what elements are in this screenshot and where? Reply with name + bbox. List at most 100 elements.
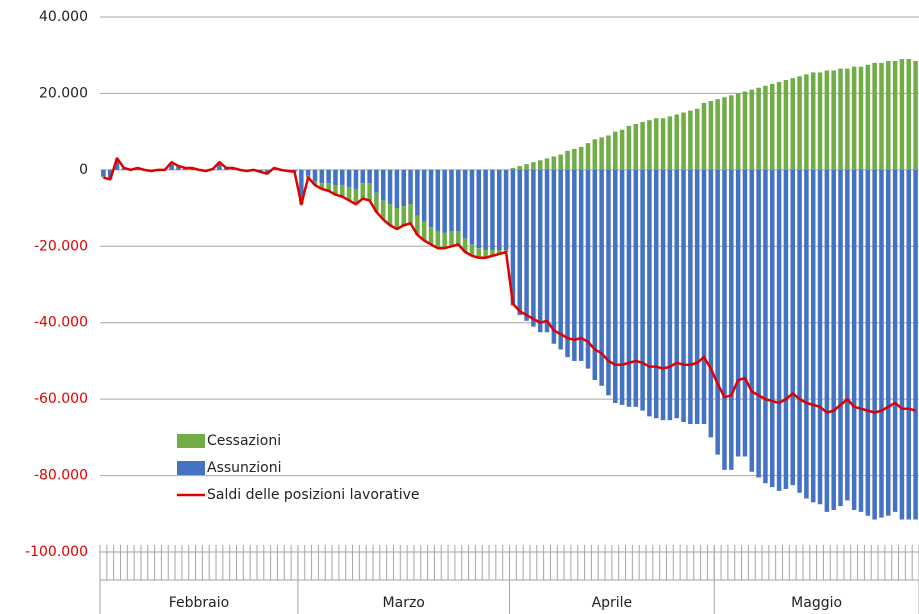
bar xyxy=(524,169,529,321)
bar xyxy=(626,169,632,407)
bar xyxy=(804,74,809,170)
bar xyxy=(715,169,720,455)
bar xyxy=(353,169,359,189)
bar xyxy=(305,169,311,176)
bar xyxy=(497,169,502,251)
bar xyxy=(653,118,659,170)
bar xyxy=(333,185,338,195)
bar xyxy=(360,183,366,199)
bar xyxy=(906,169,912,520)
bar xyxy=(865,169,871,516)
bar xyxy=(401,206,406,226)
bar xyxy=(735,169,741,457)
bar xyxy=(442,232,447,249)
bar xyxy=(462,238,468,253)
bar xyxy=(619,169,625,405)
bar xyxy=(346,187,352,201)
bar xyxy=(374,169,379,193)
bar xyxy=(537,169,543,333)
bar xyxy=(715,99,720,170)
bar xyxy=(469,169,475,245)
bar xyxy=(578,169,584,361)
bar xyxy=(107,169,113,179)
legend-swatch xyxy=(177,461,205,475)
bar xyxy=(517,166,522,170)
bar xyxy=(688,110,693,170)
bar xyxy=(845,169,850,501)
bar xyxy=(264,169,270,173)
bar xyxy=(831,169,836,510)
bar xyxy=(681,112,686,170)
bar xyxy=(510,169,516,306)
bar xyxy=(851,169,857,510)
bar xyxy=(319,183,325,189)
bar xyxy=(428,227,434,245)
bar xyxy=(360,169,366,184)
bar xyxy=(810,72,816,170)
bar xyxy=(544,169,550,333)
bar xyxy=(531,162,536,170)
bar xyxy=(408,169,413,205)
bar xyxy=(694,169,700,424)
x-group-label: Marzo xyxy=(383,595,425,611)
bar xyxy=(312,181,318,186)
bar xyxy=(694,108,700,170)
bar xyxy=(510,167,516,170)
bar xyxy=(742,169,748,457)
bar xyxy=(770,83,775,170)
bar xyxy=(476,169,482,249)
bar xyxy=(367,169,372,184)
x-group-label: Febbraio xyxy=(169,595,229,611)
bar xyxy=(537,160,543,170)
bar xyxy=(380,200,386,220)
bar xyxy=(735,93,741,170)
bar xyxy=(831,70,836,170)
bar xyxy=(544,158,550,170)
bar xyxy=(346,169,352,188)
bar xyxy=(435,231,441,249)
bar xyxy=(797,76,802,170)
bar xyxy=(722,169,727,470)
bar xyxy=(647,169,652,417)
y-tick-label: -60.000 xyxy=(34,391,88,407)
bar xyxy=(708,169,714,438)
bar xyxy=(599,137,604,170)
bar xyxy=(783,169,789,489)
bar xyxy=(101,169,106,177)
bar xyxy=(340,169,345,186)
bar xyxy=(838,169,843,507)
bar xyxy=(906,59,912,170)
bar xyxy=(558,169,563,350)
bar xyxy=(626,125,632,170)
bar xyxy=(176,166,181,170)
bar xyxy=(899,169,905,520)
bar xyxy=(592,169,598,381)
bar xyxy=(653,169,659,419)
bar xyxy=(640,169,645,411)
bar xyxy=(606,169,611,396)
bar xyxy=(619,129,625,170)
bar xyxy=(340,185,345,197)
line xyxy=(103,157,916,414)
bar xyxy=(913,60,918,170)
bar xyxy=(722,97,727,170)
bar xyxy=(565,150,570,170)
bar xyxy=(572,169,577,361)
bar xyxy=(838,68,843,170)
bar xyxy=(879,62,884,170)
bar xyxy=(606,135,611,170)
bar xyxy=(469,244,475,256)
bar xyxy=(824,70,830,170)
bar xyxy=(872,62,877,170)
bar xyxy=(401,169,406,207)
y-tick-label: -100.000 xyxy=(25,544,88,560)
bar xyxy=(681,169,686,423)
bar xyxy=(428,169,434,228)
y-tick-label: -20.000 xyxy=(34,238,88,254)
bar xyxy=(660,169,666,421)
bar xyxy=(845,68,850,170)
bar xyxy=(667,116,673,170)
bar xyxy=(476,248,482,258)
bar xyxy=(394,208,400,230)
bar xyxy=(415,215,420,235)
